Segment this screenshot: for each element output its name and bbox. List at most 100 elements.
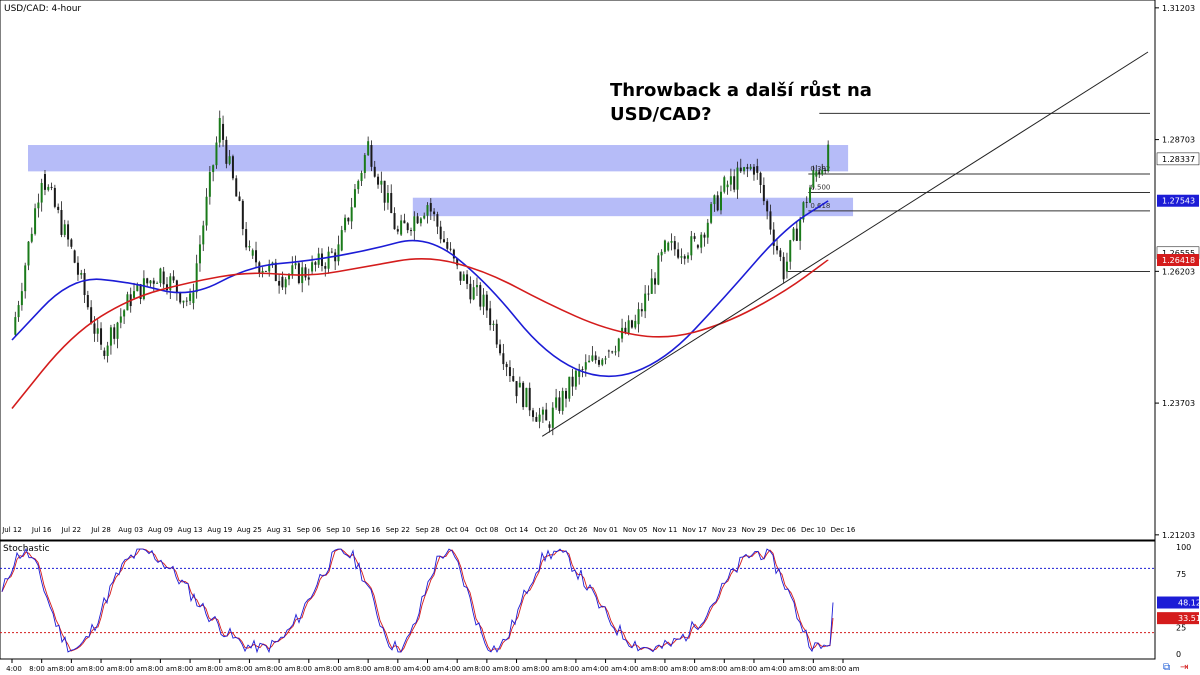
candle-body [812,170,815,188]
candle-body [238,196,241,201]
candle-body [769,211,772,230]
candle-body [116,322,119,339]
candle-body [508,367,511,377]
candle-body [654,278,657,285]
date-tick-label: Sep 28 [415,526,439,534]
candle-body [644,293,647,312]
time-tick-label: 8:00 am [148,665,177,673]
candle-body [518,382,521,388]
time-tick-label: 8:00 am [682,665,711,673]
candle-body [630,320,633,328]
candle-body [202,225,205,245]
candle-body [37,202,40,209]
candle-body [743,167,746,172]
candle-body [288,275,290,280]
candle-body [667,242,670,251]
time-tick-label: 8:00 am [326,665,355,673]
time-tick-label: 8:00 am [356,665,385,673]
candle-body [696,245,699,248]
candle-body [396,229,399,232]
scroll-right-icon[interactable]: ⇥ [1180,662,1188,673]
candle-body [416,216,419,224]
candle-body [818,171,821,175]
time-tick-label: 8:00 am [504,665,533,673]
candle-body [700,234,703,248]
candle-body [545,409,548,421]
candle-body [251,250,254,256]
candle-body [541,409,544,415]
candle-body [442,239,445,242]
candle-body [156,283,159,284]
candle-body [597,360,600,365]
candle-body [446,241,449,249]
date-tick-label: Oct 26 [564,526,588,534]
candle-body [278,280,281,286]
candle-body [805,202,808,203]
price-tick-label: 1.21203 [1162,531,1195,540]
candle-body [264,270,267,272]
moving-average-line [11,200,829,378]
candle-body [304,267,307,278]
candle-body [106,345,109,356]
candle-body [291,265,294,276]
candle-body [456,258,459,266]
candle-body [344,217,347,231]
candle-body [370,145,373,167]
candle-body [551,407,554,428]
candle-body [218,117,221,143]
candle-body [568,376,571,399]
candle-body [535,416,538,422]
candle-body [27,241,30,266]
date-tick-label: Oct 14 [505,526,529,534]
time-tick-label: 8:00 am [534,665,563,673]
candle-body [133,291,136,298]
link-icon[interactable]: ⧉ [1163,662,1170,673]
candle-body [703,234,706,238]
date-tick-label: Aug 19 [207,526,232,534]
time-tick-label: 8:00 am [652,665,681,673]
trendline-line [541,51,1149,437]
candle-body [657,255,660,285]
stochastic-tick-label: 75 [1176,570,1186,579]
candle-body [363,155,366,173]
candle-body [63,224,66,235]
candle-body [584,362,587,370]
candle-body [710,204,713,223]
candle-body [752,166,755,175]
date-tick-label: Sep 06 [297,526,322,534]
candle-body [231,156,234,179]
date-tick-label: Oct 08 [475,526,498,534]
time-tick-label: 8:00 am [29,665,58,673]
candle-body [367,141,370,156]
candle-body [601,359,604,365]
time-tick-label: 4:00 am [623,665,652,673]
candle-body [172,276,175,281]
candle-body [713,195,716,205]
candle-body [179,292,182,303]
stochastic-tick-label: 25 [1176,623,1186,632]
candle-body [795,228,798,241]
candle-body [650,278,653,294]
candle-body [67,224,70,240]
candle-body [627,320,630,333]
candle-body [574,370,577,387]
candle-body [350,207,353,222]
candle-body [522,382,525,408]
candle-body [40,182,43,203]
candle-body [327,251,330,269]
candle-body [169,276,172,291]
candle-body [436,214,439,227]
date-tick-label: Dec 16 [831,526,856,534]
candle-body [462,274,465,281]
candle-body [429,202,432,212]
candle-body [136,284,139,292]
candle-body [241,200,244,230]
candle-body [96,328,99,334]
candle-body [192,292,195,304]
time-tick-label: 8:00 am [741,665,770,673]
candle-body [640,309,643,312]
candle-body [489,308,492,325]
candle-body [555,397,558,408]
